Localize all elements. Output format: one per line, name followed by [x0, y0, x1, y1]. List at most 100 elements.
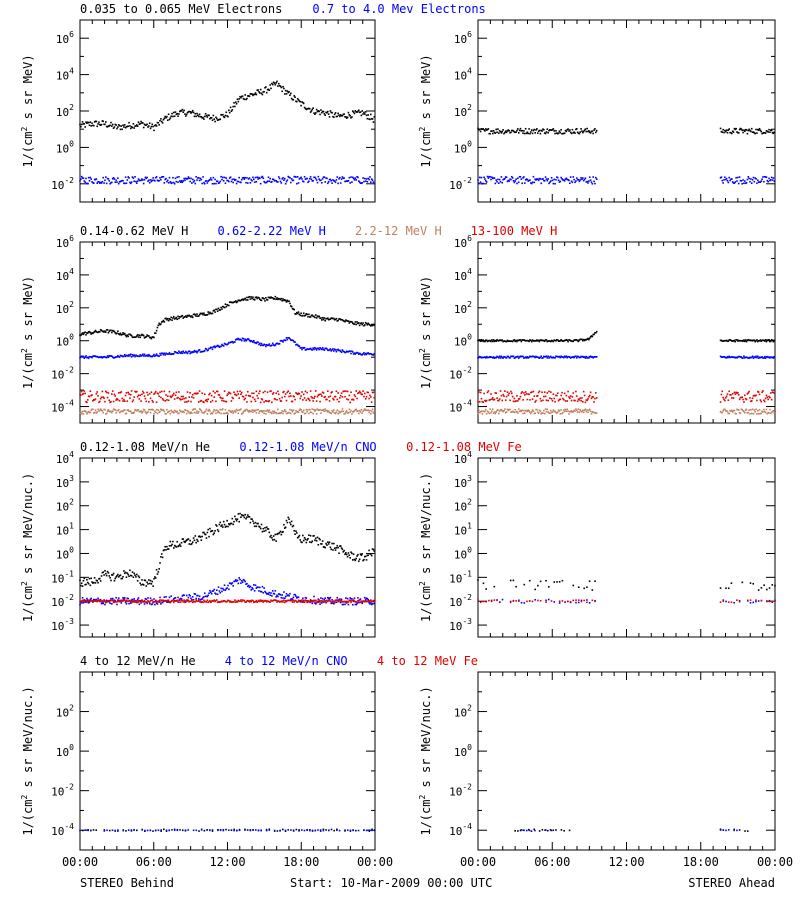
data-point [209, 412, 212, 415]
data-point [224, 182, 227, 185]
data-point [101, 390, 104, 393]
data-point [90, 356, 92, 358]
data-point [121, 577, 123, 580]
data-point [240, 391, 243, 394]
data-point [205, 399, 208, 401]
data-point [737, 182, 740, 185]
data-point [161, 122, 164, 124]
data-point [341, 548, 344, 551]
data-point [161, 320, 164, 323]
data-point [188, 601, 191, 603]
data-point [308, 412, 310, 415]
y-tick-label: 106 [454, 234, 472, 250]
data-point [533, 356, 536, 358]
data-point [320, 602, 323, 604]
data-point [131, 600, 134, 602]
data-point [141, 122, 143, 124]
data-point [584, 408, 587, 411]
data-point [275, 411, 277, 414]
data-point [745, 129, 748, 131]
data-point [88, 577, 91, 580]
data-point [158, 568, 160, 570]
data-point [248, 339, 251, 342]
data-point [338, 114, 340, 116]
data-point [300, 346, 302, 349]
data-point [101, 120, 104, 122]
data-point [723, 179, 725, 181]
data-point [293, 593, 296, 596]
y-tick-label: 106 [56, 234, 74, 250]
data-point [769, 179, 772, 181]
data-point [337, 546, 339, 549]
data-point [340, 351, 343, 354]
data-point [107, 125, 110, 127]
data-point [485, 181, 488, 183]
data-point [196, 179, 198, 181]
data-point [222, 397, 224, 400]
data-point [243, 340, 246, 342]
data-point [208, 179, 210, 182]
data-point [166, 408, 168, 411]
data-point [342, 350, 345, 353]
data-point [234, 409, 236, 412]
data-point [148, 181, 151, 184]
data-point [232, 341, 234, 344]
data-point [755, 178, 757, 180]
data-point [209, 527, 211, 530]
data-point [268, 409, 271, 412]
data-point [569, 357, 572, 359]
data-point [240, 95, 243, 98]
data-point [219, 601, 222, 603]
data-point [344, 395, 346, 398]
data-point [549, 129, 551, 131]
data-point [197, 392, 199, 394]
data-point [549, 356, 551, 358]
data-point [283, 299, 286, 301]
data-point [113, 393, 116, 396]
data-point [583, 409, 586, 412]
data-point [265, 345, 267, 348]
data-point [758, 127, 761, 130]
data-point [142, 122, 144, 124]
data-point [265, 529, 267, 532]
data-point [515, 600, 517, 602]
data-point [217, 118, 220, 121]
data-point [288, 300, 290, 303]
data-point [101, 571, 104, 574]
data-point [314, 599, 317, 602]
data-point [131, 400, 134, 403]
data-point [575, 355, 577, 357]
data-point [209, 599, 211, 602]
data-point [216, 409, 218, 411]
data-point [570, 409, 573, 412]
data-point [223, 523, 226, 526]
data-point [145, 412, 148, 415]
data-point [285, 93, 288, 95]
data-point [117, 354, 119, 357]
data-point [94, 178, 97, 181]
data-point [504, 411, 507, 414]
data-point [549, 412, 551, 415]
data-point [333, 395, 336, 398]
data-point [482, 410, 484, 413]
data-point [215, 345, 217, 348]
data-point [122, 597, 124, 599]
data-point [523, 339, 525, 341]
data-point [494, 132, 497, 134]
data-point [484, 179, 487, 182]
data-point [253, 601, 256, 603]
data-point [254, 342, 257, 344]
data-point [512, 410, 515, 413]
data-point [222, 600, 224, 603]
data-point [104, 569, 106, 572]
data-point [147, 583, 149, 585]
data-point [314, 346, 316, 349]
data-point [576, 178, 579, 181]
data-point [216, 390, 218, 393]
y-tick-label: 104 [56, 67, 74, 83]
data-point [752, 395, 755, 397]
data-point [752, 357, 755, 359]
data-point [582, 179, 585, 182]
data-point [486, 410, 489, 413]
data-point [774, 599, 776, 602]
